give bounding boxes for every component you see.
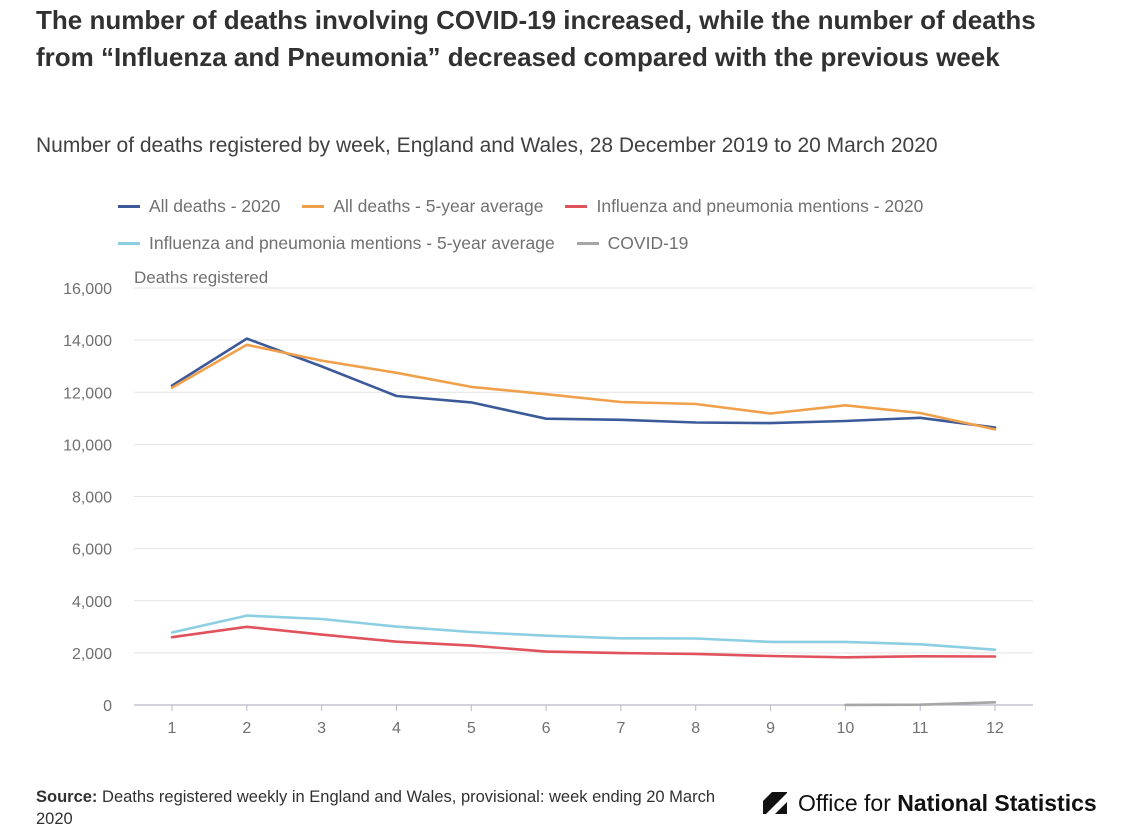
x-tick-label: 6 <box>542 720 551 737</box>
series-line-0[interactable] <box>170 337 997 429</box>
ons-logo[interactable]: Office for National Statistics <box>760 788 1097 818</box>
y-axis-label: Deaths registered <box>134 268 268 287</box>
legend-swatch <box>118 205 140 208</box>
legend-item-flu-average[interactable]: Influenza and pneumonia mentions - 5-yea… <box>118 233 555 254</box>
x-tick-label: 3 <box>317 720 326 737</box>
chart-subtitle: Number of deaths registered by week, Eng… <box>36 134 938 157</box>
legend-row-1: All deaths - 2020 All deaths - 5-year av… <box>118 188 1018 225</box>
legend-label: Influenza and pneumonia mentions - 2020 <box>596 196 924 216</box>
x-axis: 1 2 3 4 5 6 7 8 9 10 11 12 <box>168 705 1004 737</box>
legend-item-covid-19[interactable]: COVID-19 <box>576 233 689 254</box>
ons-logo-icon <box>763 792 787 814</box>
legend-label: All deaths - 2020 <box>149 196 281 216</box>
series-lines <box>170 337 997 707</box>
legend-swatch <box>576 242 599 245</box>
y-tick-label: 14,000 <box>63 333 112 350</box>
source-label: Source: <box>36 788 98 806</box>
legend-swatch <box>565 205 588 208</box>
legend-item-flu-2020[interactable]: Influenza and pneumonia mentions - 2020 <box>565 196 923 217</box>
x-tick-label: 11 <box>912 720 929 737</box>
series-line-1[interactable] <box>170 343 997 431</box>
y-tick-label: 8,000 <box>72 490 112 507</box>
y-tick-label: 12,000 <box>63 385 112 402</box>
y-tick-label: 4,000 <box>72 594 112 611</box>
line-chart: Deaths registered 0 2,000 4,000 6,000 8,000 1… <box>63 268 1033 737</box>
legend-item-all-deaths-2020[interactable]: All deaths - 2020 <box>118 196 280 217</box>
series-line-2[interactable] <box>170 625 997 659</box>
x-tick-label: 1 <box>168 720 177 737</box>
source-note: Source: Deaths registered weekly in Engl… <box>36 786 756 830</box>
legend-swatch <box>118 242 140 245</box>
legend-item-all-deaths-average[interactable]: All deaths - 5-year average <box>302 196 543 217</box>
y-tick-label: 6,000 <box>72 542 112 559</box>
y-tick-label: 0 <box>103 698 112 715</box>
x-tick-label: 2 <box>242 720 251 737</box>
y-tick-label: 10,000 <box>63 437 112 454</box>
ons-logo-text: Office for National Statistics <box>798 790 1097 817</box>
x-tick-label: 12 <box>986 720 1004 737</box>
series-line-4[interactable] <box>844 701 997 707</box>
legend-row-2: Influenza and pneumonia mentions - 5-yea… <box>118 225 1018 262</box>
y-axis-ticks: 0 2,000 4,000 6,000 8,000 10,000 12,000 14,000 1… <box>63 281 112 715</box>
y-tick-label: 16,000 <box>63 281 112 298</box>
chart-title: The number of deaths involving COVID-19 … <box>36 5 1036 72</box>
source-text: Deaths registered weekly in England and … <box>36 788 716 828</box>
logo-text-bold: National Statistics <box>897 789 1097 816</box>
x-tick-label: 8 <box>691 720 700 737</box>
legend-swatch <box>302 205 325 208</box>
legend-label: All deaths - 5-year average <box>333 196 544 216</box>
legend-label: COVID-19 <box>607 233 689 253</box>
x-tick-label: 4 <box>392 720 401 737</box>
gridlines <box>134 287 1033 706</box>
logo-text-regular: Office for <box>798 789 898 816</box>
x-tick-label: 7 <box>616 720 625 737</box>
y-tick-label: 2,000 <box>72 646 112 663</box>
x-tick-label: 5 <box>467 720 476 737</box>
chart-legend: All deaths - 2020 All deaths - 5-year av… <box>118 188 1018 262</box>
series-line-3[interactable] <box>170 614 997 651</box>
legend-label: Influenza and pneumonia mentions - 5-yea… <box>149 233 555 253</box>
x-tick-label: 10 <box>836 720 854 737</box>
x-tick-label: 9 <box>766 720 775 737</box>
